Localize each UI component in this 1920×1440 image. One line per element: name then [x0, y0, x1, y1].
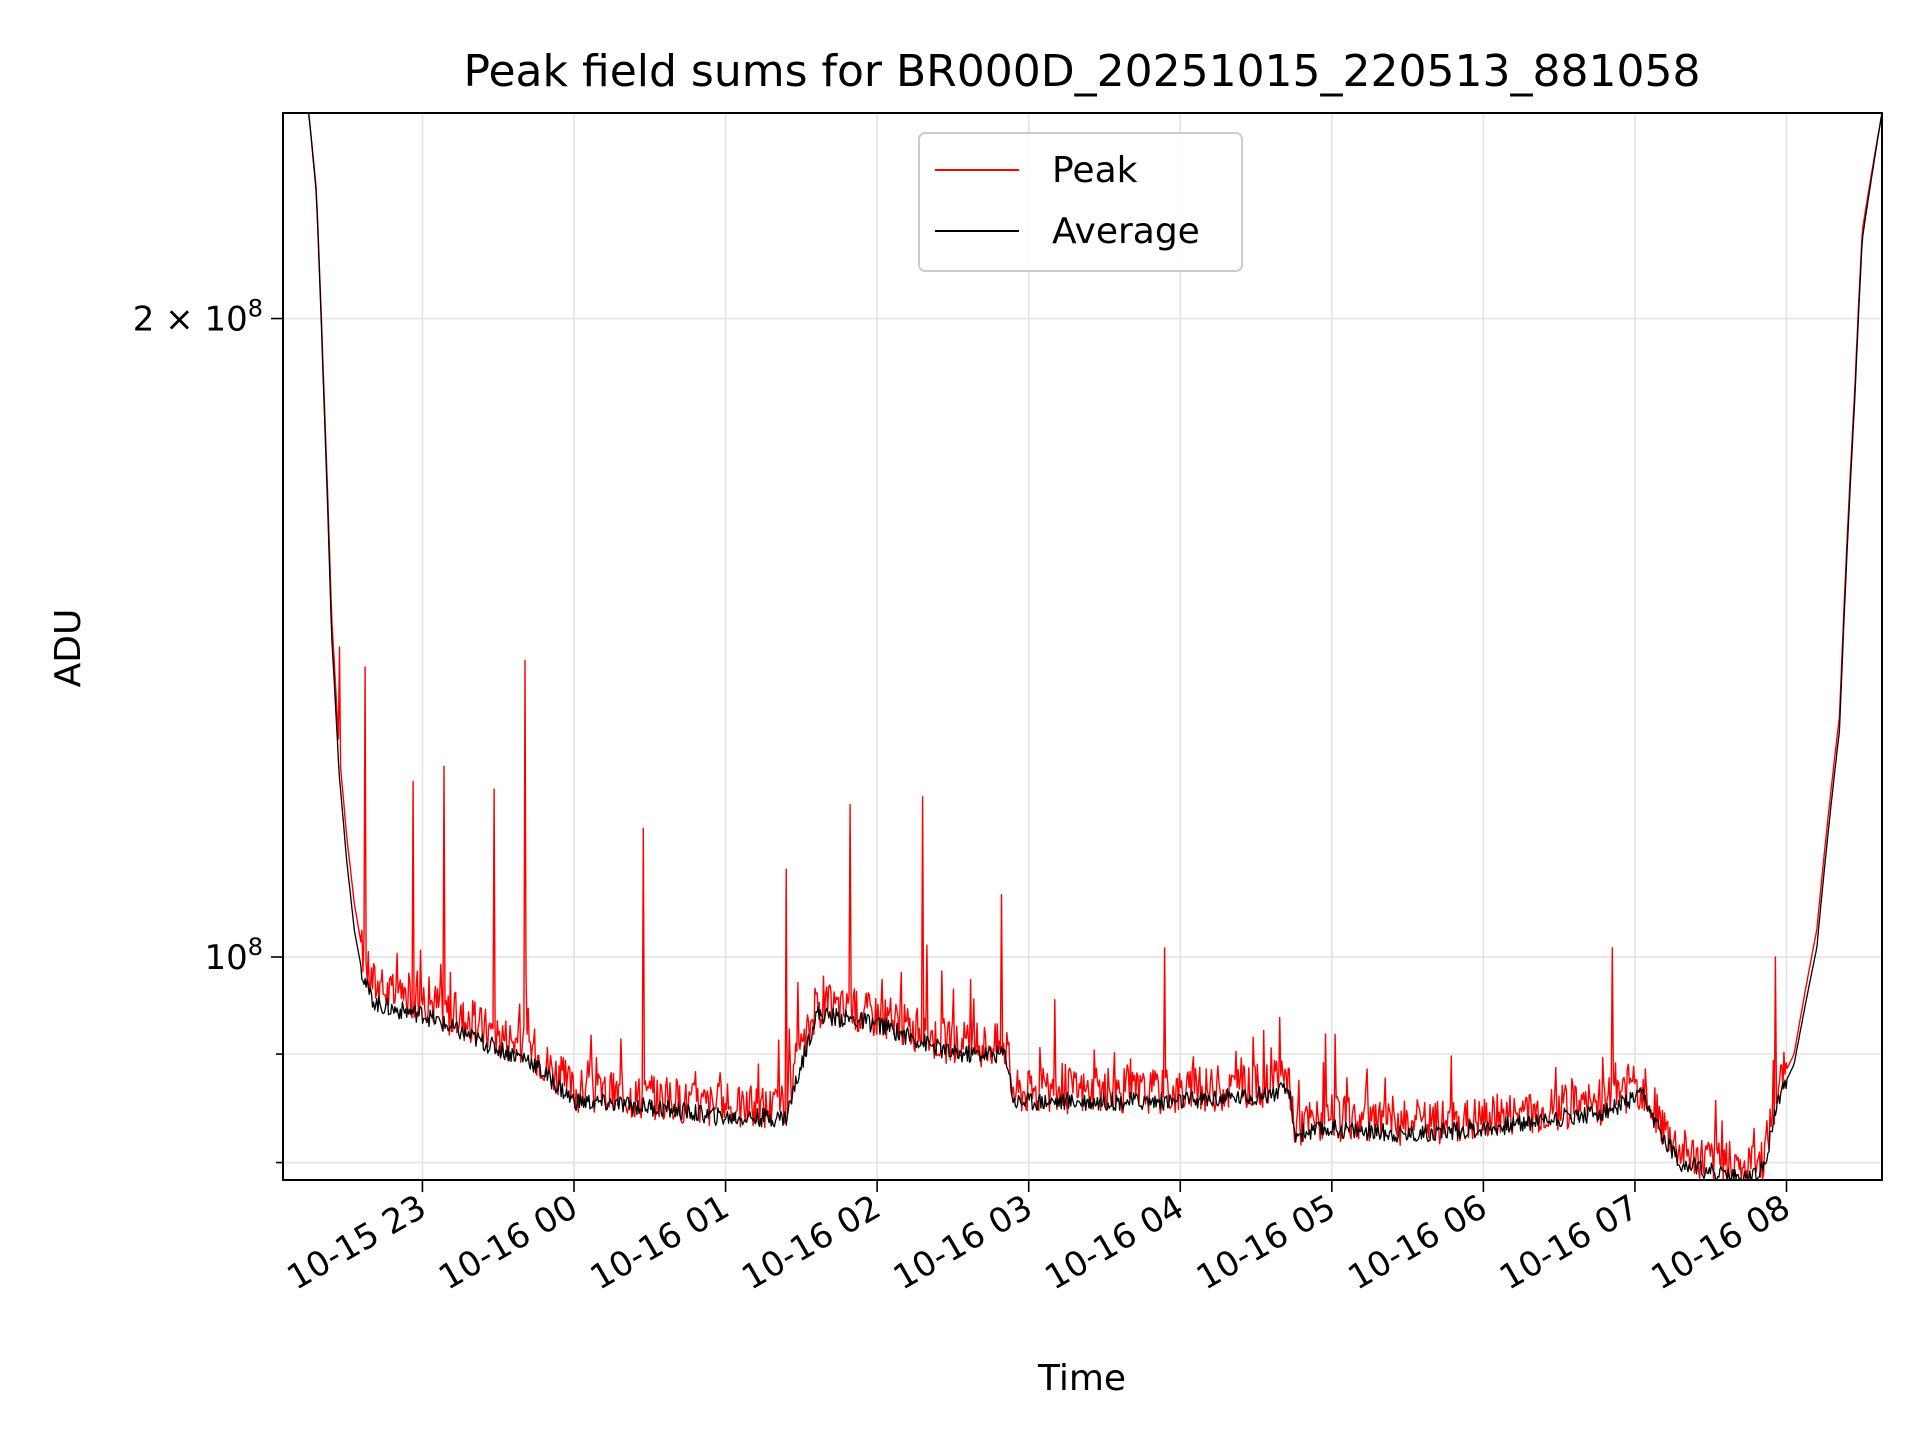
legend-peak-label: Peak	[1052, 150, 1138, 191]
x-axis-label: Time	[1037, 1358, 1126, 1399]
legend-box	[918, 132, 1243, 272]
y-axis: 108 2 × 108	[133, 295, 283, 1164]
legend-average-label: Average	[1052, 211, 1200, 252]
y-tick-label: 108	[204, 933, 263, 978]
plot-frame	[282, 112, 1883, 1181]
y-tick-label: 2 × 108	[133, 295, 263, 340]
series-line-peak	[283, 112, 1883, 1181]
y-axis-label: ADU	[48, 609, 89, 688]
plot-series	[283, 112, 1883, 1181]
series-line-average	[283, 112, 1883, 1181]
grid-lines	[283, 113, 1882, 1180]
legend: Peak Average	[918, 132, 1243, 272]
chart-title: Peak field sums for BR000D_20251015_2205…	[464, 46, 1701, 97]
